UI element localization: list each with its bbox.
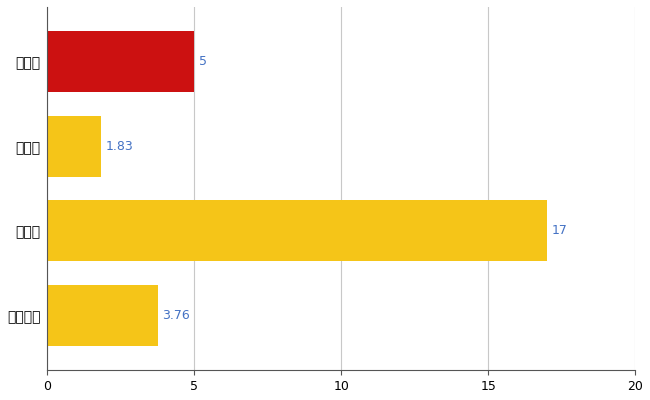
Bar <box>47 285 158 346</box>
Bar <box>47 116 101 177</box>
Text: 1.83: 1.83 <box>105 140 133 153</box>
Bar <box>47 200 547 261</box>
Bar <box>47 32 194 92</box>
Text: 17: 17 <box>551 224 567 237</box>
Text: 5: 5 <box>199 55 207 68</box>
Text: 3.76: 3.76 <box>162 309 190 322</box>
